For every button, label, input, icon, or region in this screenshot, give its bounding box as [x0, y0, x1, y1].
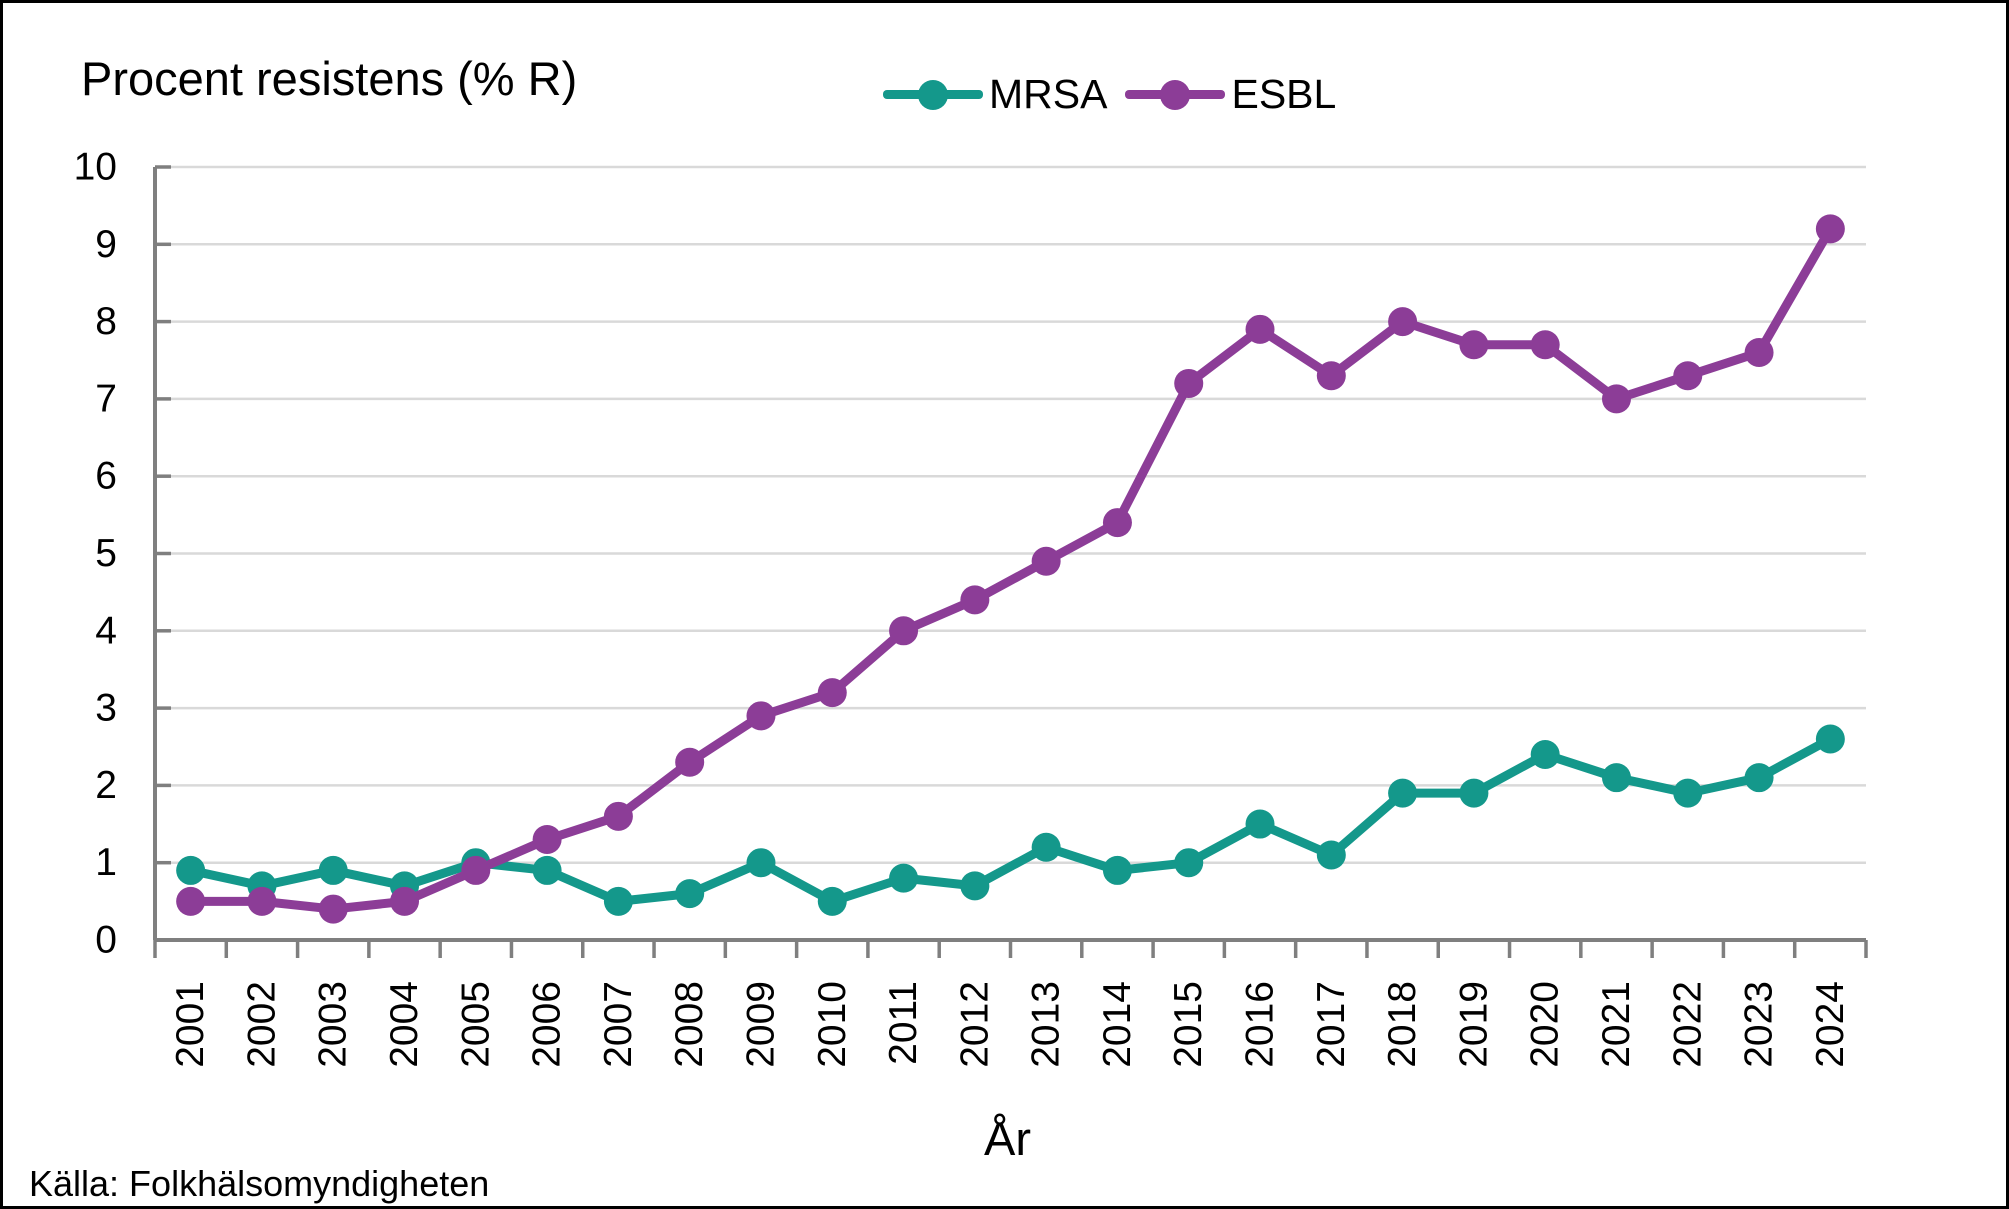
- esbl-point: [1388, 307, 1418, 337]
- x-axis-label: 2021: [1595, 981, 1638, 1068]
- mrsa-line: [186, 734, 1835, 906]
- mrsa-point: [675, 879, 705, 909]
- x-axis-label: 2009: [739, 981, 782, 1068]
- mrsa-point: [1673, 778, 1703, 808]
- source-note: Källa: Folkhälsomyndigheten: [29, 1163, 490, 1204]
- y-axis-label: 4: [95, 609, 117, 652]
- legend: MRSA ESBL: [883, 71, 1336, 118]
- x-axis-title: År: [984, 1112, 1031, 1165]
- y-axis-label: 5: [95, 532, 117, 575]
- mrsa-point: [1031, 832, 1061, 862]
- x-axis-label: 2022: [1666, 981, 1709, 1068]
- esbl-line: [186, 224, 1835, 914]
- x-axis-label: 2006: [526, 981, 569, 1068]
- y-axis-label: 10: [74, 146, 117, 189]
- x-axis-label: 2007: [597, 981, 640, 1068]
- legend-item-esbl: ESBL: [1125, 71, 1336, 118]
- x-axis-label: 2017: [1310, 981, 1353, 1068]
- y-axis-label: 8: [95, 300, 117, 343]
- esbl-point: [1316, 361, 1346, 391]
- esbl-point: [889, 616, 919, 646]
- mrsa-point: [1815, 724, 1845, 754]
- x-axis-label: 2002: [240, 981, 283, 1068]
- y-axis-label: 0: [95, 919, 117, 962]
- x-axis-label: 2016: [1239, 981, 1282, 1068]
- esbl-point: [1530, 330, 1560, 360]
- esbl-point: [1673, 361, 1703, 391]
- x-axis-label: 2008: [668, 981, 711, 1068]
- esbl-legend-marker: [1125, 79, 1226, 110]
- esbl-point: [1459, 330, 1489, 360]
- mrsa-point: [1601, 763, 1631, 793]
- esbl-point: [1744, 338, 1774, 368]
- mrsa-point: [960, 871, 990, 901]
- mrsa-point: [1102, 855, 1132, 885]
- x-axis-label: 2012: [953, 981, 996, 1068]
- x-axis-label: 2011: [882, 981, 925, 1065]
- mrsa-legend-label: MRSA: [989, 71, 1108, 117]
- esbl-point: [532, 825, 562, 855]
- mrsa-point: [532, 855, 562, 885]
- mrsa-point: [1174, 848, 1204, 878]
- esbl-point: [675, 747, 705, 777]
- esbl-point: [960, 585, 990, 615]
- x-axis-label: 2003: [312, 981, 355, 1068]
- mrsa-point: [1388, 778, 1418, 808]
- esbl-point: [1102, 508, 1132, 538]
- esbl-point: [1174, 368, 1204, 398]
- mrsa-legend-dot-icon: [918, 79, 948, 110]
- x-axis-label: 2015: [1167, 981, 1210, 1068]
- x-axis-label: 2019: [1452, 981, 1495, 1068]
- mrsa-point: [1316, 840, 1346, 870]
- y-axis-label: 7: [95, 377, 117, 420]
- mrsa-point: [1744, 763, 1774, 793]
- mrsa-legend-marker: [883, 79, 983, 110]
- mrsa-point: [746, 848, 776, 878]
- esbl-point: [1245, 314, 1275, 344]
- esbl-point: [461, 855, 491, 885]
- x-axis-label: 2023: [1738, 981, 1781, 1068]
- x-axis-label: 2013: [1025, 981, 1068, 1068]
- esbl-point: [1031, 546, 1061, 576]
- mrsa-point: [1459, 778, 1489, 808]
- esbl-point: [817, 678, 847, 708]
- y-axis-label: 2: [95, 764, 117, 807]
- mrsa-point: [817, 886, 847, 916]
- x-axis-label: 2024: [1809, 981, 1852, 1068]
- y-axis-label: 9: [95, 223, 117, 266]
- esbl-point: [603, 801, 633, 831]
- mrsa-point: [1245, 809, 1275, 839]
- mrsa-point: [603, 886, 633, 916]
- esbl-point: [1601, 384, 1631, 414]
- x-axis-label: 2014: [1096, 981, 1139, 1068]
- mrsa-point: [1530, 739, 1560, 769]
- x-axis-label: 2010: [811, 981, 854, 1068]
- x-axis-label: 2020: [1524, 981, 1567, 1068]
- y-axis-label: 6: [95, 455, 117, 498]
- esbl-point: [176, 886, 206, 916]
- mrsa-point: [889, 863, 919, 893]
- plot-area: 0 1 2 3 4 5 6 7 8 9 10 2001 2002 2003 2004 2005 2006 2007…: [74, 146, 1868, 1068]
- y-axis-label: 1: [95, 841, 117, 884]
- x-axis-label: 2004: [383, 981, 426, 1068]
- esbl-point: [1815, 214, 1845, 244]
- legend-item-mrsa: MRSA: [883, 71, 1107, 118]
- mrsa-point: [318, 855, 348, 885]
- esbl-point: [247, 886, 277, 916]
- y-axis-label: 3: [95, 687, 117, 730]
- x-axis-label: 2001: [169, 981, 212, 1068]
- esbl-legend-dot-icon: [1160, 79, 1191, 110]
- chart-title: Procent resistens (% R): [81, 52, 578, 105]
- x-axis-label: 2018: [1381, 981, 1424, 1068]
- esbl-point: [318, 894, 348, 924]
- esbl-point: [746, 701, 776, 731]
- esbl-legend-label: ESBL: [1231, 71, 1337, 117]
- esbl-point: [390, 886, 420, 916]
- mrsa-point: [176, 855, 206, 885]
- x-axis-label: 2005: [454, 981, 497, 1068]
